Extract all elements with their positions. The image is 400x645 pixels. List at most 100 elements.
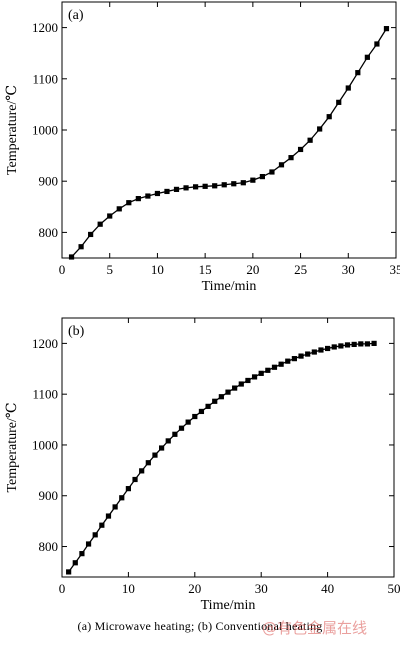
data-point: [185, 419, 191, 425]
x-tick-label: 0: [59, 262, 66, 277]
data-point: [154, 190, 161, 197]
data-point: [119, 495, 125, 501]
y-tick-label: 1100: [32, 387, 58, 402]
data-point: [212, 398, 218, 404]
data-point: [164, 188, 170, 195]
plot-frame: [61, 317, 395, 578]
y-tick-label: 900: [39, 174, 59, 189]
data-point: [145, 193, 151, 199]
data-point: [92, 532, 98, 538]
data-point: [79, 551, 85, 557]
data-point: [66, 569, 72, 575]
data-point: [212, 183, 218, 189]
data-point: [259, 173, 265, 180]
y-tick-label: 1200: [32, 20, 58, 35]
data-point: [336, 99, 342, 105]
data-point: [355, 70, 361, 76]
data-point: [126, 200, 132, 206]
data-point: [307, 137, 313, 143]
data-point: [371, 340, 377, 346]
chart-panel-1: 0 5 10 15 20 25 30 35 800 900 1000 1100 1200 Time/min…: [5, 1, 400, 294]
chart-panel-2: 0 10 20 30 40 50 800 900 1000 1100 1200 Time/min Tem…: [5, 317, 400, 613]
data-point: [97, 221, 103, 227]
data-point: [288, 155, 294, 161]
data-point: [383, 26, 390, 32]
data-point: [291, 356, 297, 362]
watermark-text: @有色金属在线: [262, 619, 368, 637]
data-point: [298, 353, 304, 359]
x-axis-title: Time/min: [202, 279, 257, 294]
data-point: [221, 182, 227, 188]
plot-frame: [61, 1, 397, 259]
data-point: [165, 438, 171, 444]
x-tick-label: 20: [246, 262, 259, 277]
data-point: [78, 244, 84, 250]
data-point: [205, 403, 211, 409]
data-point: [202, 183, 208, 189]
x-axis-title: Time/min: [201, 598, 256, 613]
x-tick-label: 25: [294, 262, 307, 277]
data-point: [178, 425, 185, 431]
x-tick-label: 35: [390, 262, 400, 277]
data-point: [112, 504, 118, 510]
data-point: [265, 367, 271, 373]
data-point: [159, 445, 165, 451]
data-point: [317, 126, 323, 132]
data-point: [297, 146, 304, 153]
panel-label: (a): [68, 8, 84, 23]
series-line: [71, 28, 388, 258]
data-point: [192, 413, 198, 420]
data-point: [285, 358, 291, 364]
data-point: [88, 231, 94, 238]
data-point: [351, 341, 357, 348]
data-point: [278, 162, 285, 168]
data-point: [152, 452, 158, 458]
data-point: [251, 374, 258, 380]
data-point: [238, 381, 244, 387]
data-point: [145, 460, 151, 466]
data-point: [125, 486, 131, 492]
y-tick-label: 1000: [32, 437, 58, 452]
x-tick-label: 15: [199, 262, 212, 277]
data-point: [374, 41, 380, 47]
data-point: [325, 345, 331, 352]
y-tick-label: 800: [39, 225, 59, 240]
data-point: [193, 184, 199, 190]
data-point: [364, 54, 370, 60]
data-point: [305, 351, 311, 357]
data-point: [139, 468, 145, 474]
y-axis-title: Temperature/℃: [5, 85, 20, 175]
y-axis-title: Temperature/℃: [5, 402, 20, 492]
panel-label: (b): [68, 324, 85, 339]
x-tick-label: 30: [342, 262, 355, 277]
data-point: [358, 341, 364, 347]
x-tick-label: 50: [388, 581, 400, 596]
data-point: [364, 341, 371, 347]
series-line: [68, 342, 375, 573]
x-tick-label: 0: [59, 581, 66, 596]
data-point: [245, 377, 251, 384]
data-point: [240, 180, 246, 186]
data-point: [344, 342, 351, 348]
data-point: [99, 522, 105, 528]
data-point: [250, 177, 256, 183]
x-tick-label: 10: [122, 581, 135, 596]
data-point: [232, 385, 238, 391]
data-point: [269, 169, 275, 175]
data-point: [183, 185, 189, 191]
data-point: [173, 186, 180, 192]
data-point: [116, 206, 122, 212]
data-point: [68, 254, 75, 260]
data-point: [338, 343, 344, 349]
data-point: [331, 344, 337, 350]
y-tick-label: 1000: [32, 123, 58, 138]
data-point: [278, 361, 284, 367]
data-point: [311, 349, 317, 355]
y-tick-label: 800: [39, 539, 59, 554]
figure-caption: (a) Microwave heating; (b) Conventional …: [77, 619, 323, 633]
data-point: [225, 389, 231, 395]
x-tick-label: 40: [321, 581, 334, 596]
x-tick-label: 20: [188, 581, 201, 596]
data-point: [85, 541, 92, 547]
